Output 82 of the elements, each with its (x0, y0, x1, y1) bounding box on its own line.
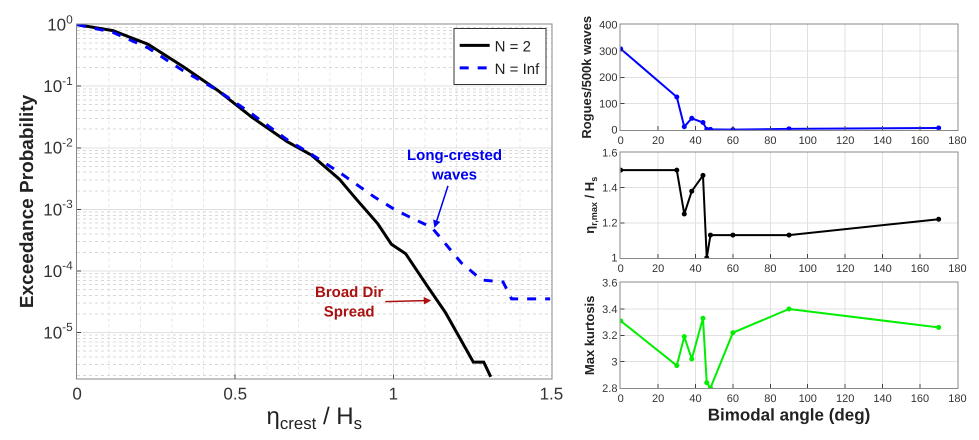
y-tick-label: 0 (611, 124, 618, 137)
y-axis-title: Max kurtosis (582, 296, 598, 376)
x-tick-label: 20 (652, 393, 664, 406)
x-tick-label: 180 (948, 393, 967, 406)
x-tick-label: 160 (910, 263, 930, 276)
x-tick-label: 80 (764, 135, 776, 148)
x-tick-label: 40 (689, 263, 702, 276)
x-tick-label: 40 (689, 393, 702, 406)
x-tick-label: 120 (836, 263, 854, 276)
y-tick-label: 400 (599, 19, 618, 32)
x-tick-label: 0.5 (223, 384, 248, 404)
annotation: Broad Dir Spread (315, 284, 384, 320)
point (700, 172, 706, 178)
x-tick-label: 100 (798, 393, 817, 406)
point (689, 116, 694, 121)
x-tick-label: 140 (873, 135, 892, 148)
x-tick-label: 60 (726, 263, 740, 276)
y-tick-label: 3 (611, 356, 618, 368)
point (786, 232, 792, 238)
point (682, 334, 687, 340)
annotation: Long-crested waves (407, 147, 502, 184)
point (708, 232, 713, 238)
x-tick-label: 120 (836, 393, 854, 406)
x-tick-label: 20 (652, 263, 664, 276)
x-tick-label: 160 (910, 393, 930, 406)
point (689, 188, 694, 194)
point (689, 356, 694, 362)
y-tick-label: 10$^{-2}$ (43, 136, 74, 158)
point (682, 212, 687, 217)
point (936, 126, 942, 130)
y-tick-label: 10$^{-3}$ (43, 197, 74, 220)
point (730, 232, 736, 238)
x-tick-label: 140 (873, 393, 892, 406)
x-tick-label: 60 (726, 135, 740, 148)
x-tick-label: 100 (798, 263, 817, 276)
y-tick-label: 3.4 (602, 304, 618, 316)
point (674, 94, 680, 100)
x-tick-label: 160 (910, 135, 930, 148)
y-tick-label: 10$^{-5}$ (43, 320, 74, 342)
x-tick-label: 140 (873, 263, 892, 276)
y-tick-label: 3.6 (602, 278, 618, 290)
legend-label: N = Inf (494, 60, 540, 78)
x-tick-label: 20 (652, 135, 664, 148)
x-axis-title: η$_{crest}$ / H$_{s}$ (266, 402, 362, 434)
x-tick-label: 1 (388, 384, 398, 404)
y-tick-label: 10$^{0}$ (47, 12, 74, 35)
y-tick-label: 2.8 (602, 382, 618, 395)
x-tick-label: 80 (764, 393, 776, 406)
x-tick-label: 60 (726, 393, 740, 406)
point (730, 330, 736, 336)
y-tick-label: 3.2 (602, 330, 618, 342)
y-tick-label: 100 (599, 98, 618, 110)
x-tick-label: 100 (798, 135, 817, 148)
y-tick-label: 200 (599, 72, 618, 84)
point (674, 168, 680, 173)
point (936, 324, 942, 330)
point (704, 380, 710, 386)
y-tick-label: 1.4 (602, 182, 618, 195)
y-tick-label: 1.2 (602, 218, 618, 230)
x-tick-label: 80 (764, 263, 776, 276)
x-tick-label: 180 (948, 135, 967, 148)
y-tick-label: 10$^{-1}$ (43, 74, 74, 96)
y-tick-label: 300 (599, 46, 618, 58)
x-axis-title: Bimodal angle (deg) (708, 406, 870, 425)
x-tick-label: 40 (689, 135, 702, 148)
point (682, 124, 687, 130)
point (936, 216, 942, 222)
point (700, 120, 706, 126)
y-axis-title: Exceedance Probability (17, 94, 38, 308)
y-tick-label: 1 (611, 252, 618, 265)
point (786, 306, 792, 312)
x-tick-label: 1.5 (540, 384, 564, 404)
line-series (77, 24, 552, 300)
y-tick-label: 1.6 (602, 147, 618, 160)
legend-label: N = 2 (494, 38, 531, 56)
y-tick-label: 10$^{-4}$ (43, 258, 74, 281)
point (674, 363, 680, 368)
point (700, 316, 706, 321)
x-tick-label: 120 (836, 135, 854, 148)
x-tick-label: 180 (948, 263, 967, 276)
point (786, 126, 792, 130)
y-axis-title: Rogues/500k waves (579, 16, 594, 139)
